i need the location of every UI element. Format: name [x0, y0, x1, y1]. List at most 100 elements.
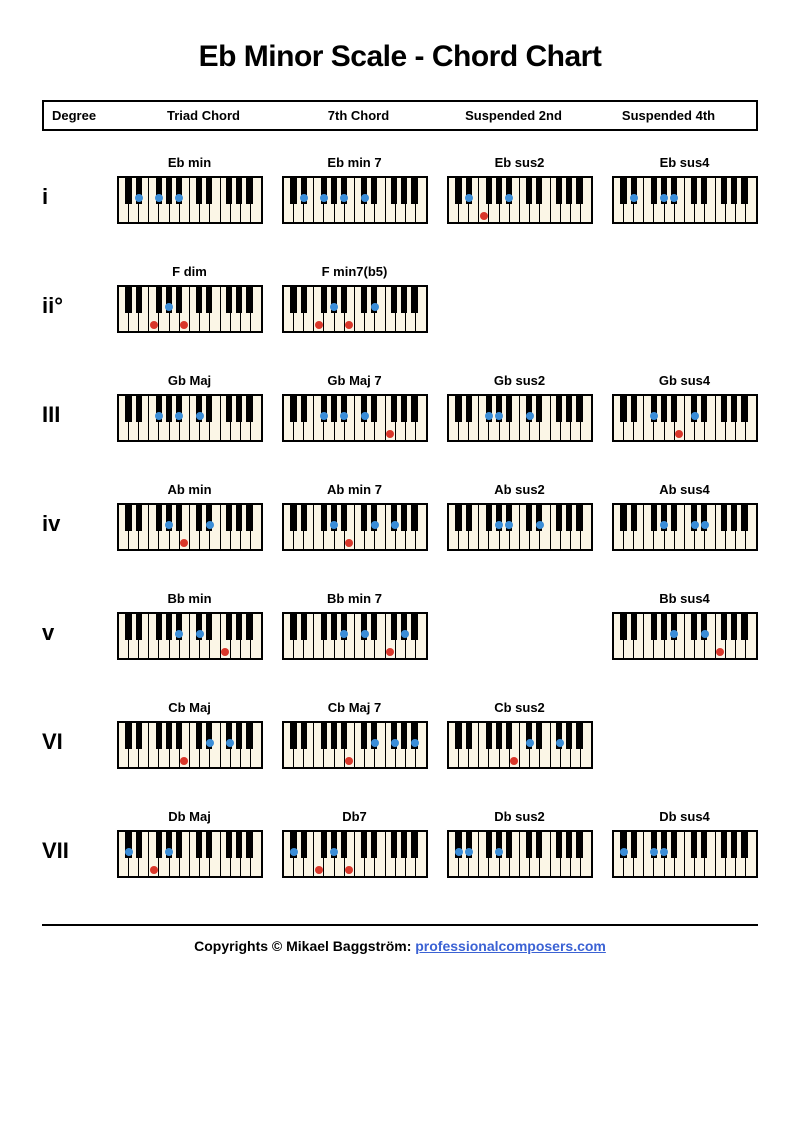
chord-name: Db7	[342, 809, 367, 824]
chord-name: Db sus2	[494, 809, 545, 824]
keyboard-diagram	[447, 830, 593, 878]
chord-cell: Db Maj	[116, 809, 263, 878]
degree-label: VI	[42, 715, 116, 755]
note-dot	[206, 739, 214, 747]
note-dot	[320, 412, 328, 420]
note-dot	[386, 430, 394, 438]
keyboard-diagram	[282, 612, 428, 660]
chord-name: Eb min 7	[327, 155, 381, 170]
degree-label: i	[42, 170, 116, 210]
note-dot	[330, 848, 338, 856]
note-dot	[340, 194, 348, 202]
chord-cell: Ab sus4	[611, 482, 758, 551]
note-dot	[455, 848, 463, 856]
chord-cell: Bb sus4	[611, 591, 758, 660]
keyboard-diagram	[282, 176, 428, 224]
keyboard-diagram	[447, 176, 593, 224]
note-dot	[670, 194, 678, 202]
keyboard-diagram	[117, 721, 263, 769]
chord-name: Bb sus4	[659, 591, 710, 606]
keyboard-diagram	[447, 721, 593, 769]
note-dot	[165, 303, 173, 311]
note-dot	[480, 212, 488, 220]
chord-cell: Eb min 7	[281, 155, 428, 224]
note-dot	[345, 321, 353, 329]
note-dot	[675, 430, 683, 438]
chord-cell: Ab min 7	[281, 482, 428, 551]
keyboard-diagram	[612, 176, 758, 224]
page-title: Eb Minor Scale - Chord Chart	[42, 40, 758, 74]
note-dot	[180, 539, 188, 547]
note-dot	[716, 648, 724, 656]
note-dot	[175, 630, 183, 638]
note-dot	[150, 321, 158, 329]
column-header-row: Degree Triad Chord 7th Chord Suspended 2…	[42, 100, 758, 131]
note-dot	[650, 848, 658, 856]
note-dot	[206, 521, 214, 529]
chord-name: Db sus4	[659, 809, 710, 824]
note-dot	[371, 521, 379, 529]
col-header-triad: Triad Chord	[126, 108, 281, 123]
keyboard-diagram	[612, 830, 758, 878]
chord-cell: Cb sus2	[446, 700, 593, 769]
note-dot	[196, 412, 204, 420]
note-dot	[510, 757, 518, 765]
chord-cell: Db sus4	[611, 809, 758, 878]
note-dot	[660, 194, 668, 202]
keyboard-diagram	[117, 612, 263, 660]
note-dot	[345, 757, 353, 765]
note-dot	[660, 848, 668, 856]
chord-name: Cb sus2	[494, 700, 545, 715]
chord-row: VIIDb MajDb7Db sus2Db sus4	[42, 809, 758, 878]
chord-cell: Bb min 7	[281, 591, 428, 660]
note-dot	[386, 648, 394, 656]
keyboard-diagram	[282, 394, 428, 442]
note-dot	[165, 521, 173, 529]
note-dot	[465, 848, 473, 856]
note-dot	[505, 521, 513, 529]
note-dot	[175, 412, 183, 420]
note-dot	[401, 630, 409, 638]
chord-row: ivAb minAb min 7Ab sus2Ab sus4	[42, 482, 758, 551]
chord-name: Cb Maj	[168, 700, 211, 715]
keyboard-diagram	[447, 503, 593, 551]
note-dot	[670, 630, 678, 638]
note-dot	[650, 412, 658, 420]
chord-row: VICb MajCb Maj 7Cb sus2.	[42, 700, 758, 769]
note-dot	[361, 194, 369, 202]
note-dot	[361, 412, 369, 420]
note-dot	[391, 739, 399, 747]
chord-rows: iEb minEb min 7Eb sus2Eb sus4ii°F dimF m…	[42, 155, 758, 878]
note-dot	[315, 866, 323, 874]
note-dot	[495, 848, 503, 856]
note-dot	[701, 630, 709, 638]
chord-cell: Bb min	[116, 591, 263, 660]
col-header-sus2: Suspended 2nd	[436, 108, 591, 123]
note-dot	[345, 866, 353, 874]
note-dot	[371, 739, 379, 747]
chord-cell: Cb Maj 7	[281, 700, 428, 769]
note-dot	[536, 521, 544, 529]
note-dot	[155, 194, 163, 202]
keyboard-diagram	[612, 503, 758, 551]
chord-cell: F dim	[116, 264, 263, 333]
note-dot	[526, 739, 534, 747]
note-dot	[180, 321, 188, 329]
chord-name: Gb Maj	[168, 373, 211, 388]
chord-cell: Eb min	[116, 155, 263, 224]
chord-row: vBb minBb min 7.Bb sus4	[42, 591, 758, 660]
note-dot	[411, 739, 419, 747]
note-dot	[556, 739, 564, 747]
note-dot	[391, 521, 399, 529]
footer-link[interactable]: professionalcomposers.com	[415, 938, 606, 954]
note-dot	[701, 521, 709, 529]
chord-name: Eb sus2	[495, 155, 545, 170]
note-dot	[495, 412, 503, 420]
note-dot	[371, 303, 379, 311]
chord-cell: Gb sus4	[611, 373, 758, 442]
keyboard-diagram	[117, 830, 263, 878]
keyboard-diagram	[612, 612, 758, 660]
footer: Copyrights © Mikael Baggström: professio…	[42, 924, 758, 954]
footer-text: Copyrights © Mikael Baggström:	[194, 938, 415, 954]
chord-cell: Gb sus2	[446, 373, 593, 442]
